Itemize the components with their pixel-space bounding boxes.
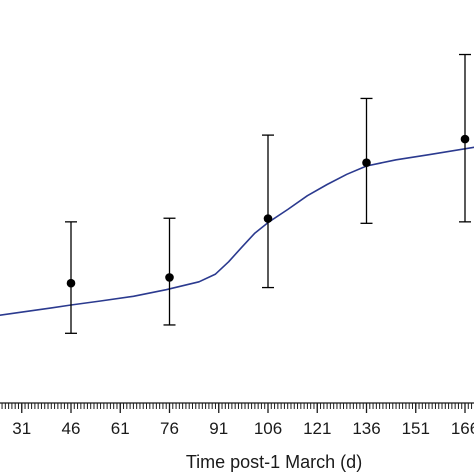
- plot-area: [0, 53, 474, 334]
- tick-label-46: 46: [62, 419, 81, 438]
- x-axis: 31 46 61 76 91 106 121 136 151 166: [0, 402, 474, 438]
- data-point-marker: [66, 278, 76, 288]
- data-point-166: [459, 53, 471, 223]
- tick-label-106: 106: [254, 419, 282, 438]
- data-point-136: [360, 97, 373, 224]
- tick-label-61: 61: [111, 419, 130, 438]
- tick-label-151: 151: [402, 419, 430, 438]
- data-point-76: [163, 217, 176, 326]
- tick-label-31: 31: [12, 419, 31, 438]
- data-point-marker: [263, 214, 273, 223]
- x-axis-minor-ticks: [1, 403, 473, 409]
- x-axis-title: Time post-1 March (d): [186, 452, 362, 472]
- series-curve-line: [0, 146, 474, 317]
- tick-label-136: 136: [352, 419, 380, 438]
- tick-label-121: 121: [303, 419, 331, 438]
- data-point-106: [262, 134, 274, 289]
- tick-label-91: 91: [209, 419, 228, 438]
- tick-label-76: 76: [160, 419, 179, 438]
- x-axis-major-ticks: [21, 403, 466, 413]
- data-point-marker: [165, 273, 174, 282]
- x-axis-tick-labels: 31 46 61 76 91 106 121 136 151 166: [12, 419, 474, 438]
- data-point-marker: [362, 158, 371, 167]
- data-point-marker: [460, 134, 470, 144]
- data-point-46: [65, 221, 77, 334]
- tick-label-166: 166: [451, 419, 474, 438]
